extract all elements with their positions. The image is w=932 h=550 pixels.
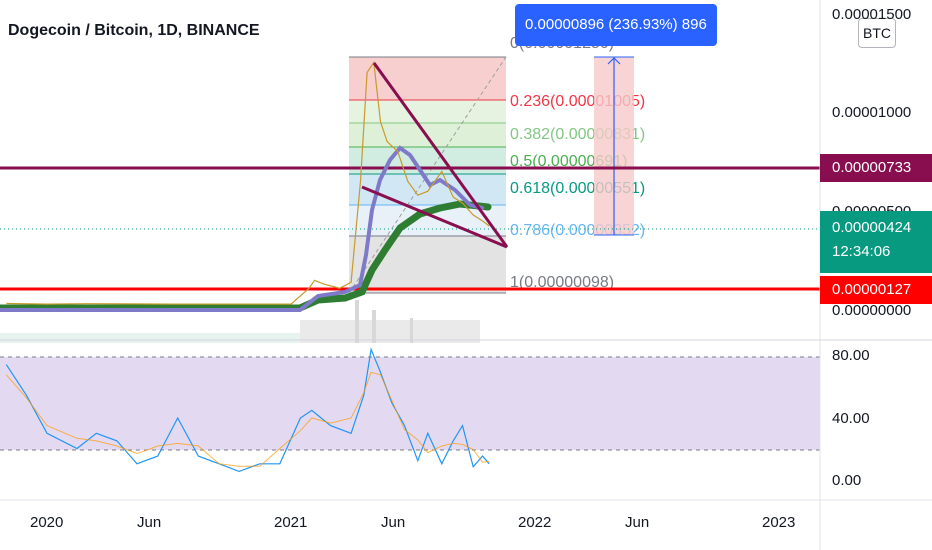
fib-band-05-0618 <box>349 147 506 174</box>
price-range-measure[interactable] <box>594 56 634 236</box>
time-tick-2020: 2020 <box>30 514 64 531</box>
price-tick-1000: 0.00001000 <box>832 104 912 121</box>
rsi-series-line <box>5 347 490 473</box>
volume-bars <box>0 300 480 343</box>
ma-green-line <box>0 200 492 312</box>
rsi-tick-80: 80.00 <box>832 347 870 364</box>
measure-arrow-icon <box>607 57 621 65</box>
rsi-pane <box>0 347 820 473</box>
time-tick-2021: 2021 <box>274 514 308 531</box>
resistance-price-value: 0.00000733 <box>832 159 912 176</box>
fib-band-0236-0382 <box>349 100 506 123</box>
rsi-tick-40: 40.00 <box>832 410 870 427</box>
fib-label-1: 1(0.00000098) <box>510 274 614 291</box>
ma-purple-line <box>0 145 484 312</box>
current-price-value: 0.00000424 <box>832 219 912 236</box>
bar-countdown: 12:34:06 <box>832 243 891 260</box>
price-tick-0000: 0.00000000 <box>832 302 912 319</box>
measure-tooltip: 0.00000896 (236.93%) 896 <box>515 4 717 46</box>
rsi-tick-0: 0.00 <box>832 472 862 489</box>
fib-retracement[interactable] <box>348 56 507 294</box>
price-tick-1500: 0.00001500 <box>832 6 912 23</box>
price-series-line <box>6 60 490 305</box>
resistance-price-tag[interactable]: 0.00000733 <box>820 154 932 182</box>
time-tick-jun-2022: Jun <box>625 514 650 531</box>
currency-badge[interactable]: BTC <box>858 18 896 48</box>
time-tick-jun-2020: Jun <box>137 514 162 531</box>
support-price-tag[interactable]: 0.00000127 <box>820 276 932 304</box>
chart-title: Dogecoin / Bitcoin, 1D, BINANCE <box>8 22 260 39</box>
time-tick-jun-2021: Jun <box>381 514 406 531</box>
wedge-lower-line[interactable] <box>361 185 508 249</box>
current-price-tag[interactable]: 0.00000424 12:34:06 <box>820 211 932 273</box>
rsi-band <box>0 357 820 450</box>
time-tick-2022: 2022 <box>518 514 552 531</box>
support-price-value: 0.00000127 <box>832 281 912 298</box>
time-tick-2023: 2023 <box>762 514 796 531</box>
fib-trend-line <box>348 56 507 294</box>
rsi-ma-line <box>5 371 490 467</box>
wedge-upper-line[interactable] <box>372 62 509 248</box>
